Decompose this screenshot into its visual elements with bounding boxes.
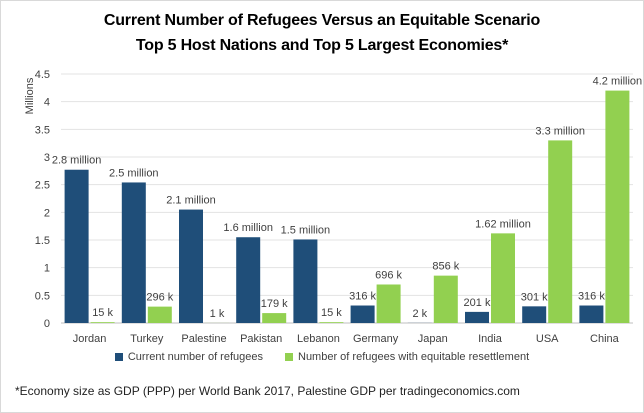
- data-label: 15 k: [92, 307, 113, 319]
- y-tick-label: 2.5: [35, 180, 50, 192]
- bar-current: [579, 305, 604, 323]
- bar-equitable: [605, 90, 630, 323]
- legend-item-equitable: Number of refugees with equitable resett…: [285, 351, 529, 363]
- legend-item-current: Current number of refugees: [114, 351, 263, 363]
- data-label: 4.2 million: [593, 76, 643, 88]
- data-label: 2.5 million: [109, 167, 159, 179]
- data-label: 696 k: [375, 269, 402, 281]
- x-tick-label: USA: [536, 333, 559, 345]
- data-label: 1.62 million: [475, 218, 531, 230]
- y-axis-ticks: 0 0.5 1 1.5 2 2.5 3 3.5 4 4.5: [35, 69, 50, 330]
- chart-subtitle: Top 5 Host Nations and Top 5 Largest Eco…: [135, 37, 509, 54]
- data-label: 179 k: [261, 298, 288, 310]
- bar-current: [522, 306, 547, 323]
- legend-label-equitable: Number of refugees with equitable resett…: [298, 351, 530, 363]
- data-label: 301 k: [521, 291, 548, 303]
- y-tick-label: 0: [44, 318, 50, 330]
- legend-swatch-current: [114, 353, 123, 361]
- bar-equitable: [319, 322, 344, 323]
- y-tick-label: 4.5: [35, 69, 50, 81]
- data-label: 3.3 million: [535, 125, 585, 137]
- footnote: *Economy size as GDP (PPP) per World Ban…: [15, 384, 520, 398]
- bar-equitable: [262, 313, 287, 323]
- bar-current: [179, 209, 203, 323]
- bar-current: [64, 169, 89, 323]
- legend-swatch-equitable: [285, 353, 293, 361]
- y-tick-label: 4: [44, 97, 50, 109]
- gridlines: [61, 73, 633, 324]
- data-label: 2.1 million: [166, 195, 216, 207]
- y-tick-label: 1: [44, 263, 50, 275]
- data-label: 316 k: [349, 291, 376, 303]
- data-label: 1.5 million: [281, 224, 331, 236]
- x-tick-label: India: [478, 333, 503, 345]
- bar-equitable: [147, 306, 172, 323]
- x-axis-ticks: Jordan Turkey Palestine Pakistan Lebanon Germ…: [73, 333, 620, 345]
- data-label: 856 k: [432, 261, 459, 273]
- y-tick-label: 0.5: [35, 290, 50, 302]
- data-label: 15 k: [321, 307, 342, 319]
- x-tick-label: Jordan: [73, 333, 107, 345]
- y-tick-label: 1.5: [35, 235, 50, 247]
- data-label: 316 k: [578, 291, 605, 303]
- x-tick-label: Lebanon: [297, 333, 340, 345]
- data-labels: 2.8 million 15 k 2.5 million 296 k 2.1 milli…: [52, 76, 642, 320]
- data-label: 201 k: [464, 297, 491, 309]
- data-label: 296 k: [146, 292, 173, 304]
- data-label: 1.6 million: [223, 222, 273, 234]
- x-tick-label: Germany: [353, 333, 399, 345]
- bar-current: [121, 182, 146, 323]
- x-tick-label: Japan: [418, 333, 448, 345]
- legend: Current number of refugees Number of ref…: [1, 351, 643, 363]
- bar-equitable: [376, 284, 401, 323]
- y-axis-title: Millions: [24, 77, 36, 114]
- bar-current: [350, 305, 375, 323]
- bar-current: [465, 311, 489, 323]
- data-label: 2.8 million: [52, 155, 102, 167]
- bar-equitable: [548, 140, 573, 323]
- bar-current: [293, 239, 318, 323]
- chart-title: Current Number of Refugees Versus an Equ…: [103, 12, 541, 29]
- bar-current: [236, 237, 261, 323]
- x-tick-label: China: [590, 333, 620, 345]
- y-tick-label: 3: [44, 152, 50, 164]
- data-label: 1 k: [210, 308, 225, 320]
- x-tick-label: Turkey: [130, 333, 164, 345]
- bar-equitable: [90, 322, 115, 323]
- data-label: 2 k: [412, 308, 427, 320]
- x-tick-label: Pakistan: [240, 333, 282, 345]
- bar-equitable: [491, 233, 515, 323]
- y-tick-label: 3.5: [35, 124, 50, 136]
- bar-series: [64, 90, 630, 323]
- x-tick-label: Palestine: [181, 333, 226, 345]
- y-tick-label: 2: [44, 207, 50, 219]
- bar-equitable: [433, 275, 458, 323]
- legend-label-current: Current number of refugees: [127, 351, 263, 363]
